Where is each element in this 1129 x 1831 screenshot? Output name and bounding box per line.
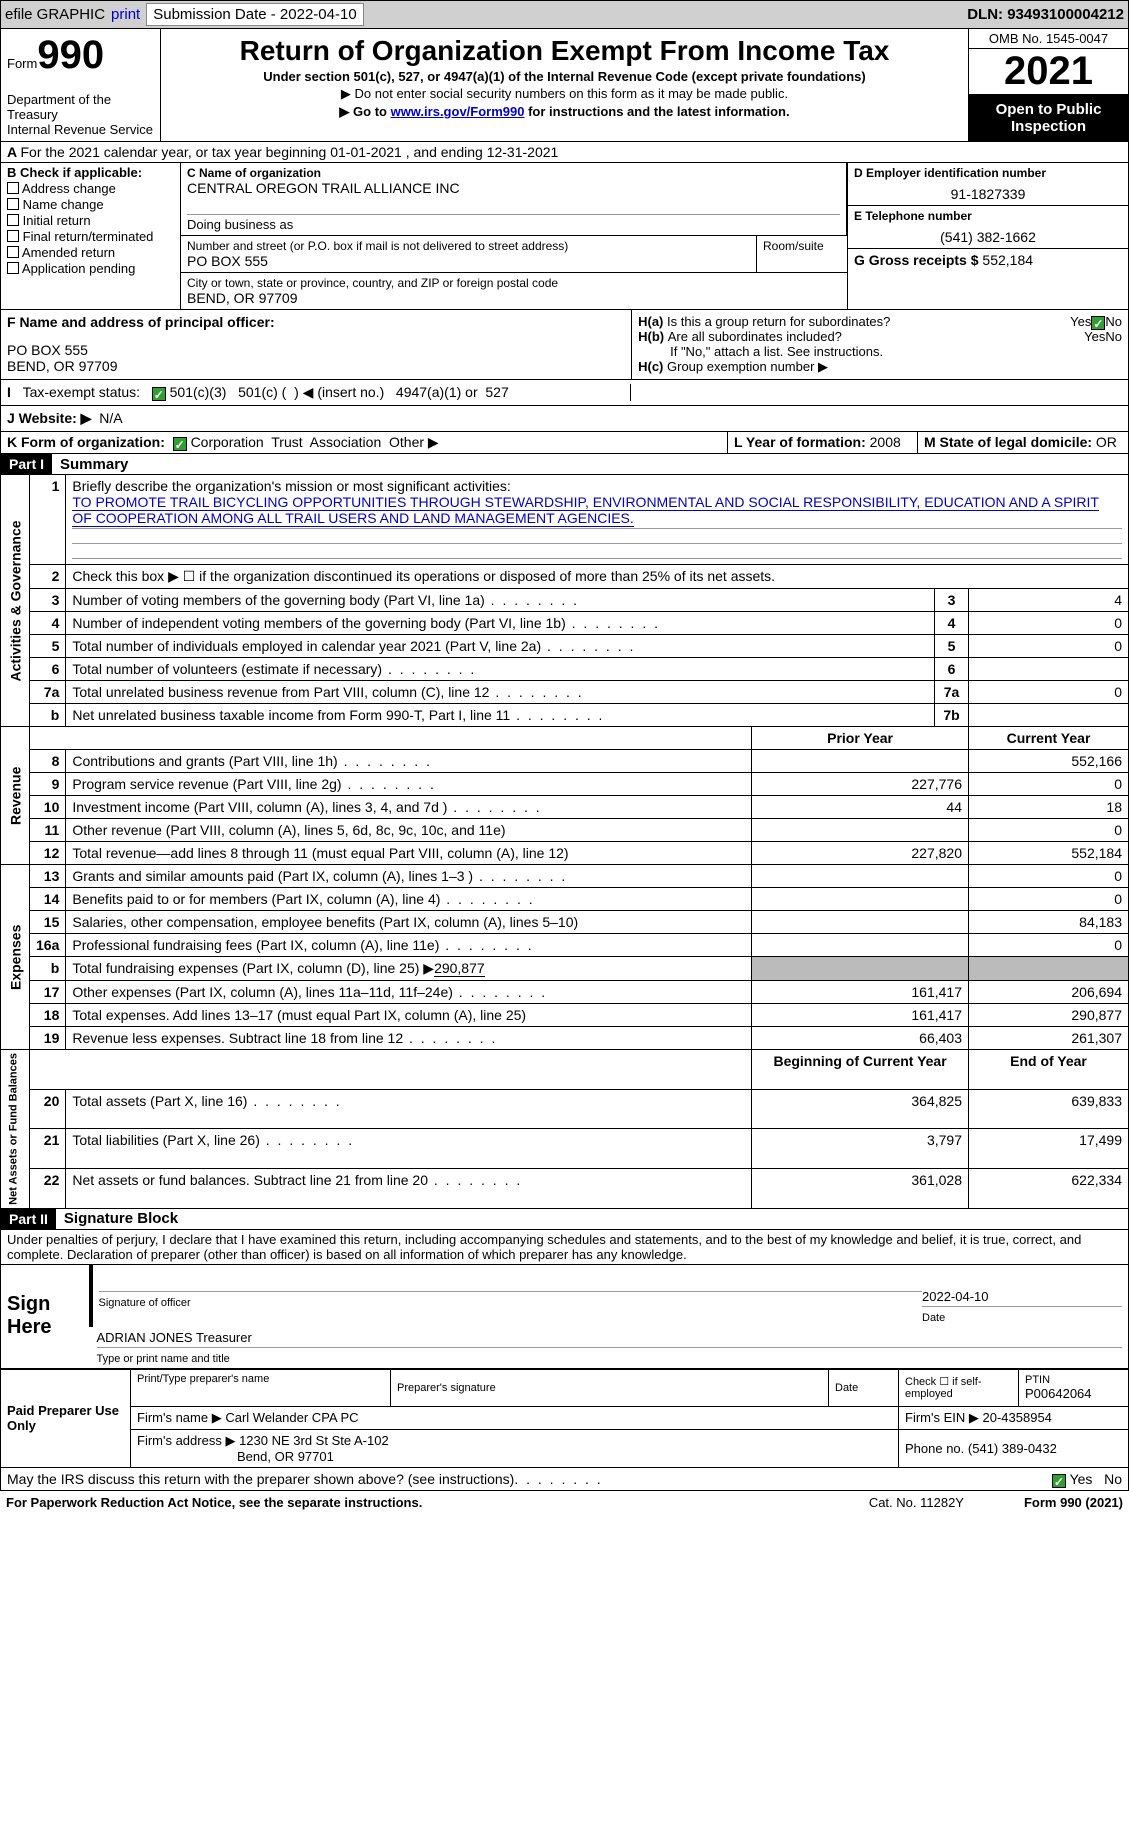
sign-here-block: Sign Here Signature of officer 2022-04-1…	[0, 1265, 1129, 1369]
gross-receipts: 552,184	[982, 252, 1033, 268]
street-address: PO BOX 555	[187, 253, 750, 269]
section-j: J Website: ▶ N/A	[0, 406, 1129, 432]
top-bar: efile GRAPHIC print Submission Date - 20…	[0, 0, 1129, 29]
part1-header: Part I Summary	[0, 454, 1129, 475]
summary-table: Activities & Governance 1 Briefly descri…	[0, 475, 1129, 1209]
form-title: Return of Organization Exempt From Incom…	[169, 35, 960, 67]
discuss-row: May the IRS discuss this return with the…	[0, 1468, 1129, 1491]
efile-label: efile GRAPHIC	[5, 6, 105, 23]
dept-label: Department of the Treasury	[7, 92, 154, 122]
form-footer: Form 990 (2021)	[1024, 1495, 1123, 1510]
form-header: Form990 Department of the Treasury Inter…	[0, 29, 1129, 142]
ein: 91-1827339	[854, 186, 1122, 202]
dba-label: Doing business as	[187, 217, 840, 232]
section-i: I Tax-exempt status: 501(c)(3) 501(c) ( …	[0, 380, 1129, 406]
section-f: F Name and address of principal officer:…	[1, 310, 632, 379]
open-public: Open to Public Inspection	[969, 95, 1128, 141]
form-number: Form990	[7, 33, 154, 78]
phone: (541) 382-1662	[854, 229, 1122, 245]
form-subtitle: Under section 501(c), 527, or 4947(a)(1)…	[169, 69, 960, 84]
city-state-zip: BEND, OR 97709	[187, 290, 841, 306]
section-klm: K Form of organization: Corporation Trus…	[0, 432, 1129, 454]
paid-preparer-block: Paid Preparer Use Only Print/Type prepar…	[0, 1369, 1129, 1468]
prep-phone: (541) 389-0432	[968, 1441, 1057, 1456]
org-name: CENTRAL OREGON TRAIL ALLIANCE INC	[187, 180, 840, 196]
mission-text: TO PROMOTE TRAIL BICYCLING OPPORTUNITIES…	[72, 494, 1099, 527]
firm-name: Carl Welander CPA PC	[225, 1410, 358, 1425]
dln: DLN: 93493100004212	[967, 6, 1124, 23]
paperwork-footer: For Paperwork Reduction Act Notice, see …	[0, 1491, 1129, 1514]
submission-date: Submission Date - 2022-04-10	[146, 3, 363, 26]
section-b: B Check if applicable: Address change Na…	[1, 163, 181, 309]
officer-name: ADRIAN JONES Treasurer	[97, 1330, 1123, 1345]
section-deg: D Employer identification number 91-1827…	[848, 163, 1128, 309]
part2-header: Part II Signature Block	[0, 1209, 1129, 1230]
print-link[interactable]: print	[111, 6, 140, 23]
omb-number: OMB No. 1545-0047	[969, 29, 1128, 49]
section-h: H(a) Is this a group return for subordin…	[632, 310, 1128, 379]
irs-link[interactable]: www.irs.gov/Form990	[391, 104, 525, 119]
tax-year: 2021	[969, 49, 1128, 95]
section-c: C Name of organization CENTRAL OREGON TR…	[181, 163, 848, 309]
line-a: A For the 2021 calendar year, or tax yea…	[0, 142, 1129, 163]
ssn-warning: ▶ Do not enter social security numbers o…	[169, 86, 960, 102]
irs-label: Internal Revenue Service	[7, 122, 154, 137]
firm-ein: 20-4358954	[983, 1410, 1052, 1425]
ptin: P00642064	[1025, 1386, 1122, 1401]
penalties-text: Under penalties of perjury, I declare th…	[0, 1230, 1129, 1265]
goto-info: ▶ Go to www.irs.gov/Form990 for instruct…	[169, 104, 960, 120]
